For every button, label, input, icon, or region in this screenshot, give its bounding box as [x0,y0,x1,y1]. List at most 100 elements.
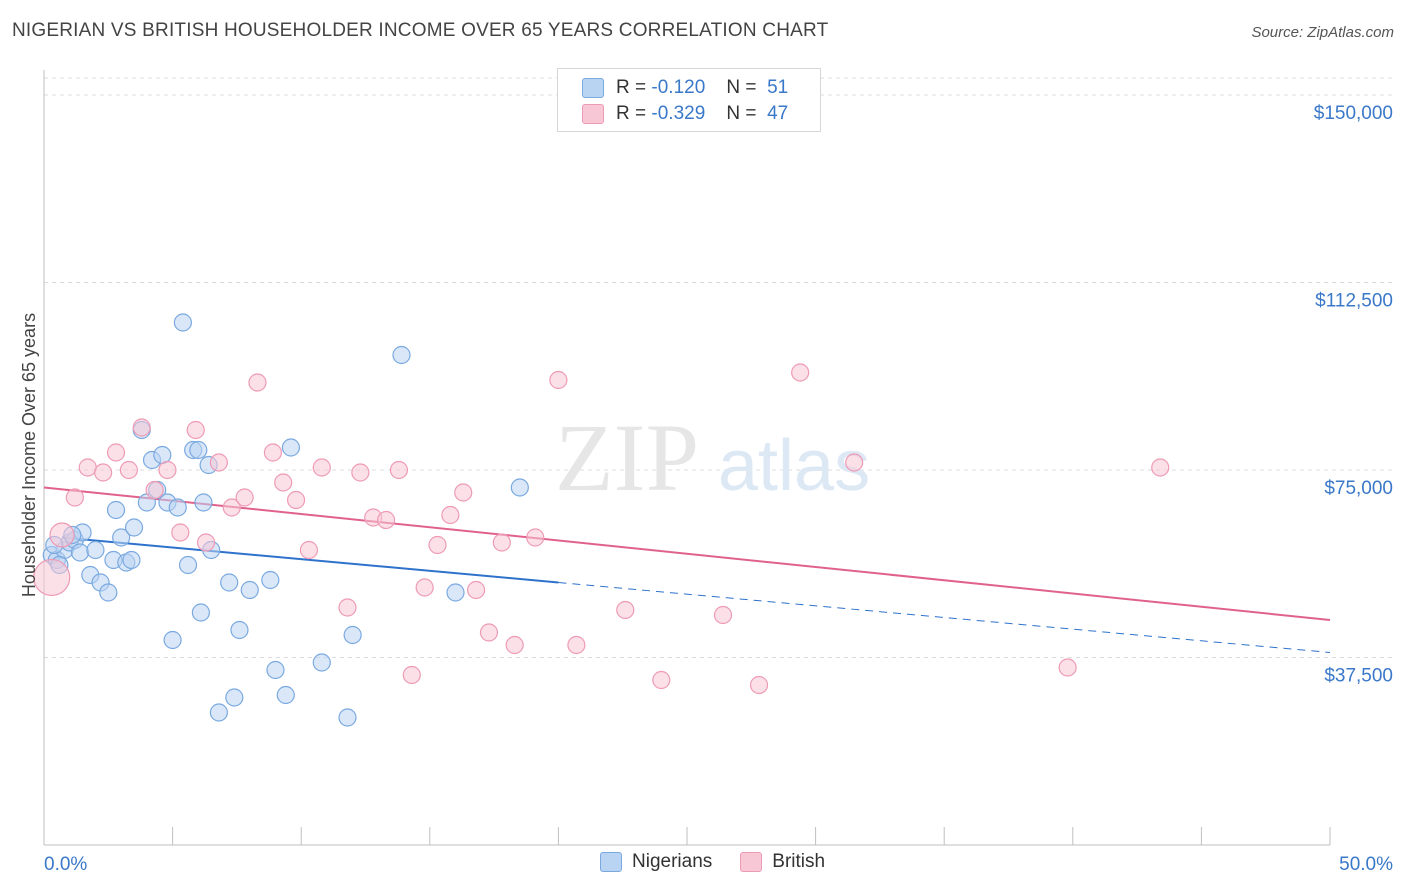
british-point [263,443,283,462]
british-point [171,523,190,542]
legend-n-label: N = [726,77,757,98]
british-trend-line [43,486,1331,621]
nigerians-point [209,703,228,722]
legend-n-label: N = [726,103,757,124]
nigerians-point [189,440,208,460]
nigerians-point [194,493,213,512]
nigerians-point [191,603,210,622]
nigerians-point [106,500,126,520]
british-point [441,505,460,525]
british-point [286,490,306,510]
nigerians-point [230,620,249,640]
british-point [479,623,499,642]
legend-r-value: -0.329 [651,103,706,124]
nigerians-point [281,438,301,457]
nigerians-trend-extension [558,582,1331,653]
british-point [65,488,84,507]
legend-r-label: R = [616,103,647,124]
x-tick-label: 0.0% [44,854,87,875]
series-legend: Nigerians British [600,851,853,873]
nigerians-point [122,550,141,570]
nigerians-point [220,573,239,592]
british-point [351,463,370,482]
british-point [158,460,177,480]
axes [43,70,1331,846]
nigerians-point [112,528,131,547]
nigerians-point [173,313,192,332]
correlation-legend: R = -0.120 N = 51 R = -0.329 N = 47 [557,68,821,132]
british-point [106,443,126,462]
legend-label-nigerians: Nigerians [632,851,713,872]
british-point [402,665,421,685]
trend-lines [43,486,1331,653]
legend-row-nigerians: R = -0.120 N = 51 [582,75,788,101]
british-point [652,670,671,690]
british-point [248,373,267,392]
british-point [492,533,511,552]
nigerians-swatch [600,852,622,872]
british-point [505,635,524,655]
nigerians-point [338,708,357,727]
nigerians-point [225,688,244,707]
watermark-zip: ZIP [555,404,699,511]
y-axis-label: Householder Income Over 65 years [19,313,39,597]
british-point [1151,458,1170,477]
british-swatch [740,852,763,872]
nigerians-point [343,625,362,645]
legend-r-value: -0.120 [651,77,706,98]
legend-row-british: R = -0.329 N = 47 [582,101,788,127]
watermark: ZIP atlas [555,404,870,511]
british-point [145,480,164,500]
y-tick-label: $150,000 [1314,103,1393,124]
legend-n-value: 47 [767,103,789,124]
british-point [454,483,473,502]
british-point [222,498,241,517]
british-point [616,600,635,620]
nigerians-point [70,543,90,562]
british-point [428,535,447,555]
nigerians-point [99,583,118,602]
nigerians-trend-line [61,536,559,584]
nigerians-point [266,660,285,680]
legend-label-british: British [772,851,826,872]
british-swatch [582,104,604,124]
british-point [49,522,75,548]
british-point [196,533,216,552]
british-point [274,473,293,492]
nigerians-point [163,630,182,650]
british-point [376,510,396,530]
legend-item-british: British [740,851,825,873]
british-point [1058,658,1077,677]
legend-item-nigerians: Nigerians [600,851,712,873]
nigerians-swatch [582,78,604,98]
british-point [791,363,810,382]
british-point [119,460,138,480]
grid-lines [44,77,1395,658]
nigerians-point [261,570,280,590]
data-points [33,313,1170,727]
british-point [235,488,254,507]
nigerians-point [178,555,198,575]
british-point [415,578,434,597]
nigerians-point [446,583,465,602]
british-point [567,635,586,655]
british-point [186,420,205,440]
y-tick-label: $75,000 [1324,478,1393,499]
british-point [209,453,228,472]
y-tick-label: $37,500 [1324,666,1393,687]
british-point [389,460,409,480]
british-point [299,540,319,560]
legend-n-value: 51 [767,77,789,98]
british-point [33,558,71,597]
source-label: Source: ZipAtlas.com [1251,24,1394,41]
tick-labels: $37,500 $75,000 $112,500 $150,000 0.0% 50.0% [44,103,1393,875]
british-point [845,453,864,472]
british-point [94,463,113,482]
british-point [526,528,545,547]
british-point [713,605,733,625]
legend-r-label: R = [616,77,647,98]
nigerians-point [312,653,331,672]
british-point [78,458,97,477]
british-point [749,675,769,695]
